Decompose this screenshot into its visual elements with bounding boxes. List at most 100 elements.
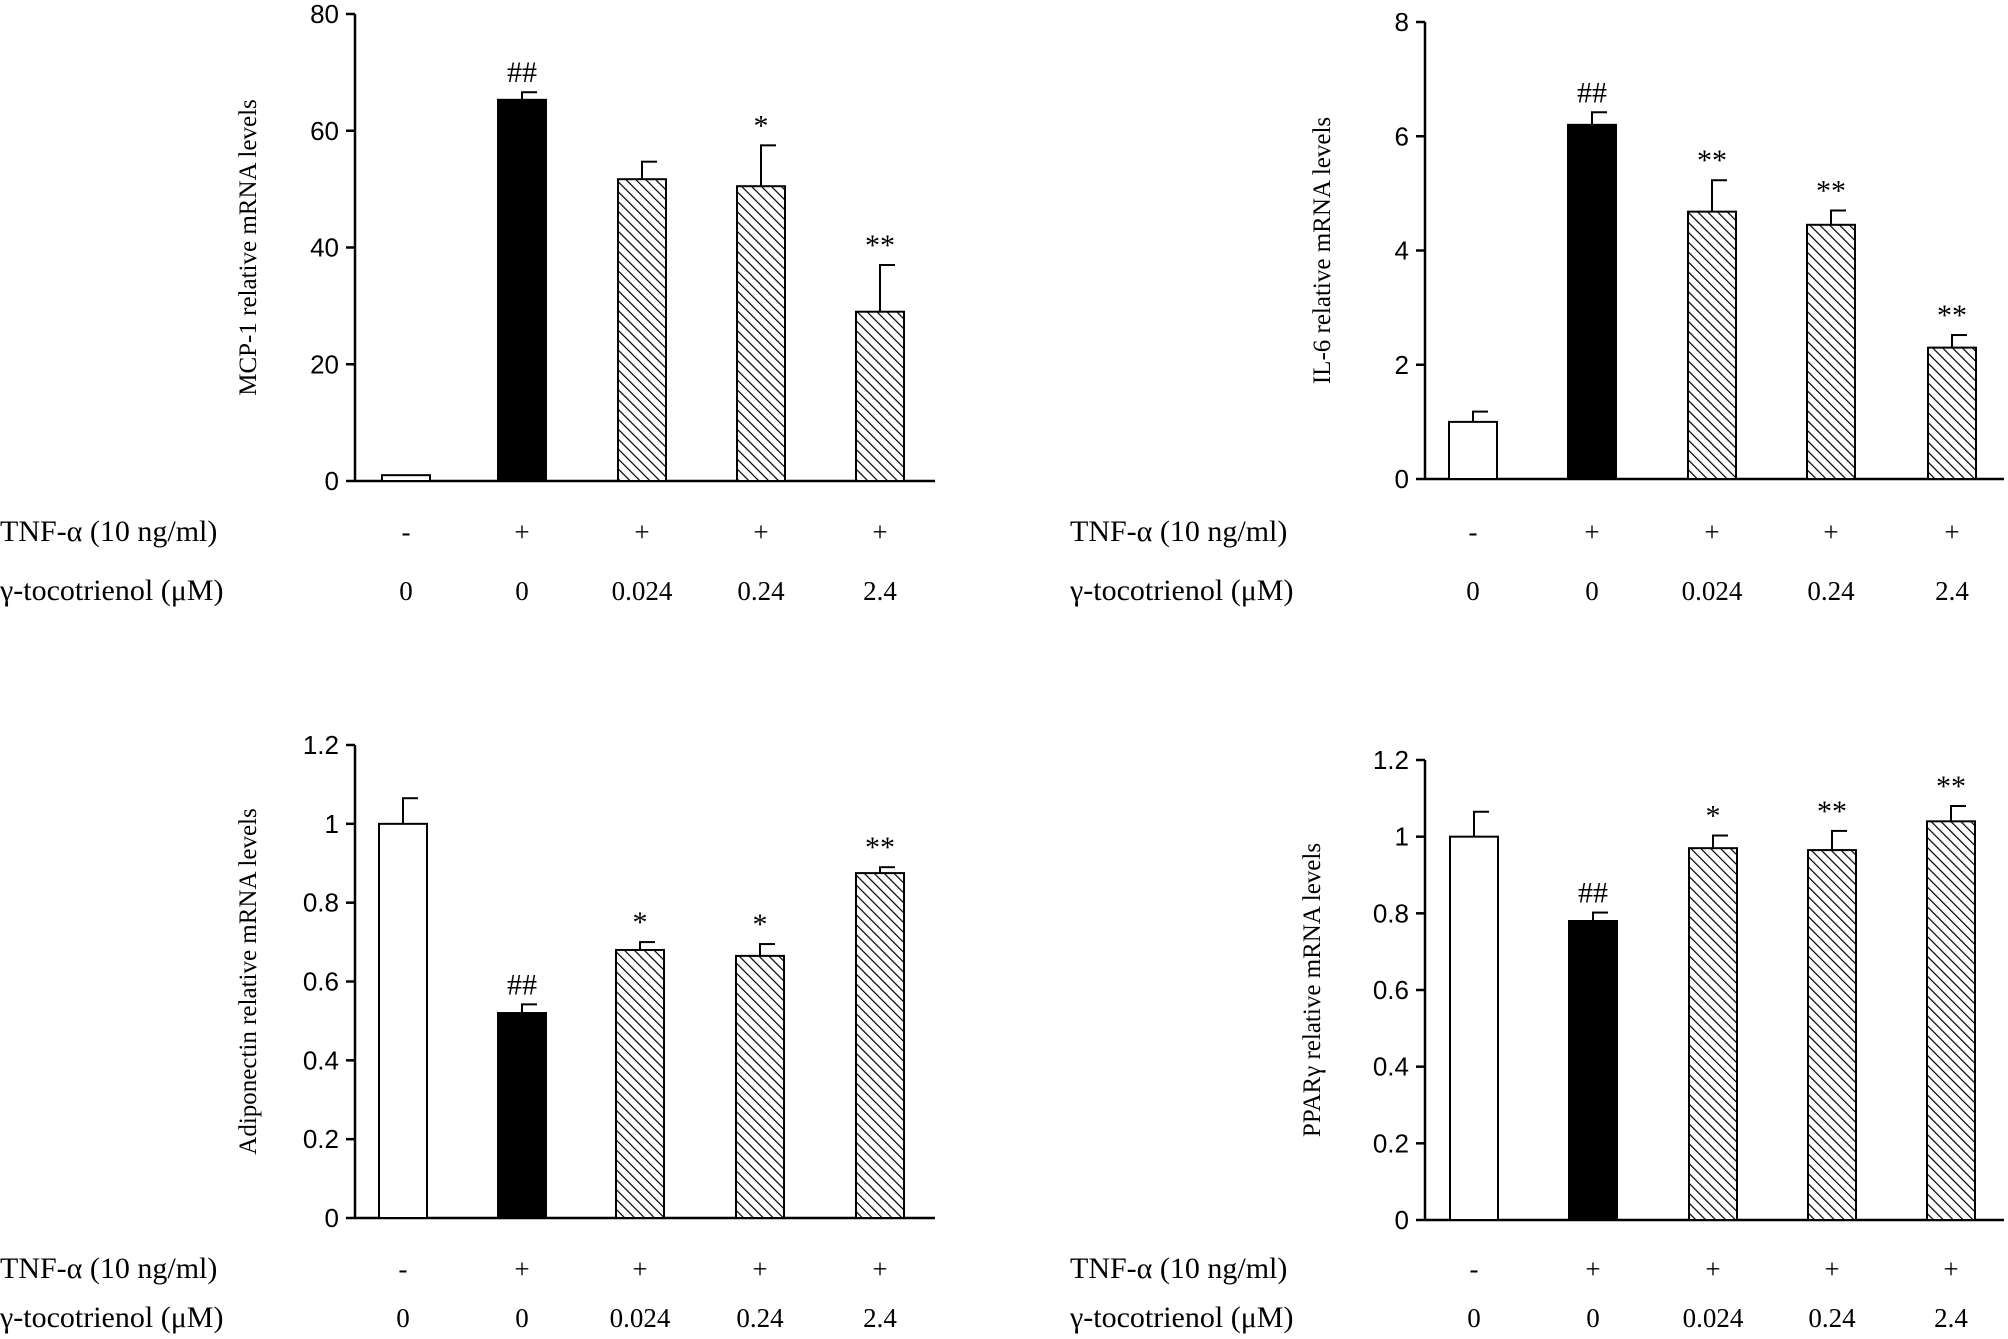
bar-1 xyxy=(1449,835,1499,1222)
y-tick-label: 0 xyxy=(325,1203,339,1233)
y-tick-label: 0 xyxy=(325,466,339,496)
bar-5 xyxy=(1927,346,1977,480)
chart-panel-3: 0 0.2 0.4 0.6 0.8 1 1.2 Adiponectin relative mR… xyxy=(0,730,935,1334)
bar-5 xyxy=(855,872,905,1220)
treatment-cell: 0 xyxy=(1466,576,1480,606)
treatment-cell: + xyxy=(1823,517,1838,547)
tocotrienol-row-label: γ-tocotrienol (μM) xyxy=(1069,1301,1293,1334)
treatment-cell: + xyxy=(753,517,768,547)
y-tick-label: 20 xyxy=(310,349,339,379)
bar-2 xyxy=(1567,123,1617,480)
treatment-cell: + xyxy=(1943,1254,1958,1284)
treatment-cell: - xyxy=(1469,517,1478,547)
treatment-cell: + xyxy=(1584,517,1599,547)
bar-1 xyxy=(378,822,428,1219)
treatment-cell: + xyxy=(1944,517,1959,547)
bar-3 xyxy=(615,948,665,1219)
y-tick-label: 0.6 xyxy=(303,967,339,997)
significance-marker: ## xyxy=(1577,76,1607,109)
tnf-alpha-row-label: TNF-α (10 ng/ml) xyxy=(0,515,217,548)
y-tick-label: 0.8 xyxy=(1373,898,1409,928)
y-axis-label: Adiponectin relative mRNA levels xyxy=(235,808,262,1154)
treatment-cell: 0.024 xyxy=(1682,576,1743,606)
chart-panel-4: 0 0.2 0.4 0.6 0.8 1 1.2 PPARγ relative mRNA lev… xyxy=(1069,745,2004,1334)
treatment-cell: 0.24 xyxy=(737,576,785,606)
treatment-cell: + xyxy=(1705,1254,1720,1284)
significance-marker: * xyxy=(754,109,769,142)
treatment-cell: 0 xyxy=(1467,1303,1481,1333)
y-tick-label: 60 xyxy=(310,116,339,146)
y-tick-label: 0.2 xyxy=(1373,1128,1409,1158)
treatment-cell: 2.4 xyxy=(863,1303,897,1333)
significance-marker: * xyxy=(753,908,768,941)
y-axis-label: IL-6 relative mRNA levels xyxy=(1309,117,1336,384)
treatment-cell: 0.024 xyxy=(1683,1303,1744,1333)
treatment-cell: + xyxy=(634,517,649,547)
y-tick-label: 2 xyxy=(1395,350,1409,380)
bar-2 xyxy=(497,1012,547,1219)
treatment-cell: 2.4 xyxy=(1935,576,1969,606)
bar-4 xyxy=(736,185,786,483)
treatment-cell: 0 xyxy=(1586,1303,1600,1333)
y-tick-label: 1.2 xyxy=(1373,745,1409,775)
significance-marker: ## xyxy=(1578,877,1608,910)
treatment-cell: + xyxy=(872,517,887,547)
treatment-cell: - xyxy=(399,1254,408,1284)
bar-5 xyxy=(855,310,905,482)
bar-3 xyxy=(1688,847,1738,1222)
significance-marker: * xyxy=(1706,800,1721,833)
treatment-cell: 2.4 xyxy=(1934,1303,1968,1333)
treatment-cell: 0 xyxy=(515,1303,529,1333)
tnf-alpha-row-label: TNF-α (10 ng/ml) xyxy=(0,1252,217,1285)
significance-marker: ** xyxy=(1937,299,1967,332)
significance-marker: ** xyxy=(1936,770,1966,803)
treatment-cell: - xyxy=(402,517,411,547)
bar-1 xyxy=(381,474,431,483)
treatment-cell: 0.24 xyxy=(1808,1303,1856,1333)
treatment-cell: 0 xyxy=(399,576,413,606)
bar-2 xyxy=(497,98,547,482)
y-tick-label: 80 xyxy=(310,0,339,29)
bar-4 xyxy=(1806,223,1856,480)
y-tick-label: 0.2 xyxy=(303,1124,339,1154)
y-tick-label: 40 xyxy=(310,233,339,263)
bar-4 xyxy=(735,954,785,1219)
significance-marker: ** xyxy=(865,229,895,262)
tocotrienol-row-label: γ-tocotrienol (μM) xyxy=(0,574,223,607)
y-axis-label: PPARγ relative mRNA levels xyxy=(1299,843,1326,1137)
y-tick-label: 0 xyxy=(1395,464,1409,494)
y-tick-label: 0.8 xyxy=(303,888,339,918)
y-tick-label: 1.2 xyxy=(303,730,339,760)
significance-marker: ** xyxy=(1817,795,1847,828)
treatment-cell: - xyxy=(1470,1254,1479,1284)
y-tick-label: 0.4 xyxy=(1373,1052,1409,1082)
tocotrienol-row-label: γ-tocotrienol (μM) xyxy=(0,1301,223,1334)
tnf-alpha-row-label: TNF-α (10 ng/ml) xyxy=(1070,1252,1287,1285)
y-tick-label: 4 xyxy=(1395,236,1409,266)
significance-marker: ** xyxy=(865,831,895,864)
bar-3 xyxy=(1687,210,1737,480)
treatment-cell: 0.24 xyxy=(1807,576,1855,606)
treatment-cell: 2.4 xyxy=(863,576,897,606)
treatment-cell: 0 xyxy=(515,576,529,606)
significance-marker: ** xyxy=(1697,144,1727,177)
bar-3 xyxy=(617,178,667,482)
y-tick-label: 6 xyxy=(1395,121,1409,151)
y-tick-label: 8 xyxy=(1395,7,1409,37)
treatment-cell: 0.024 xyxy=(612,576,673,606)
y-tick-label: 0 xyxy=(1395,1205,1409,1235)
y-tick-label: 1 xyxy=(1395,822,1409,852)
treatment-cell: 0 xyxy=(396,1303,410,1333)
y-tick-label: 0.6 xyxy=(1373,975,1409,1005)
treatment-cell: 0 xyxy=(1585,576,1599,606)
bar-5 xyxy=(1926,820,1976,1221)
y-axis-label: MCP-1 relative mRNA levels xyxy=(235,99,262,396)
tnf-alpha-row-label: TNF-α (10 ng/ml) xyxy=(1070,515,1287,548)
significance-marker: ** xyxy=(1816,175,1846,208)
y-tick-label: 0.4 xyxy=(303,1045,339,1075)
significance-marker: ## xyxy=(507,56,537,89)
treatment-cell: + xyxy=(752,1254,767,1284)
significance-marker: ## xyxy=(507,968,537,1001)
